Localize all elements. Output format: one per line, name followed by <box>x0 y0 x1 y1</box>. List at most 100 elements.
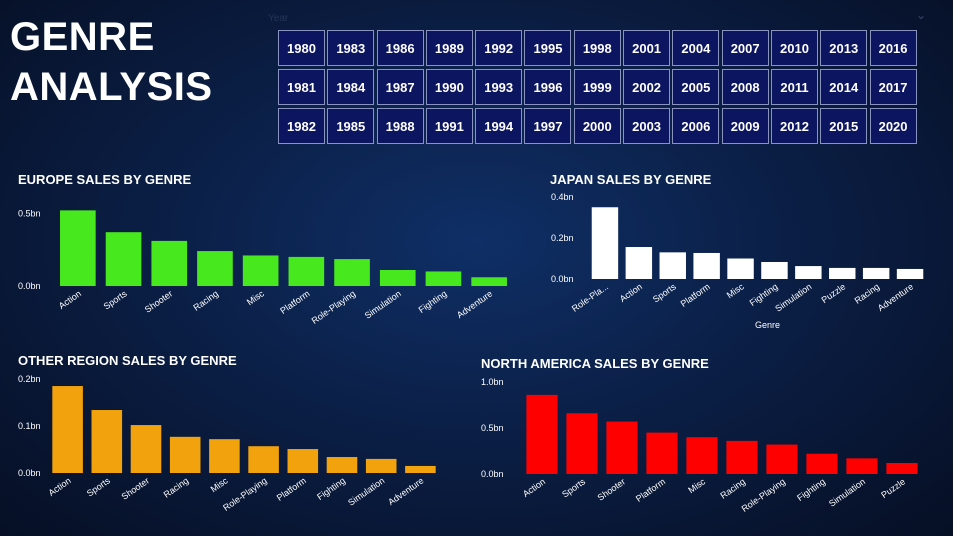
y-tick-label: 0.0bn <box>18 281 41 291</box>
year-button[interactable]: 1993 <box>475 69 523 105</box>
year-button[interactable]: 2015 <box>820 108 868 144</box>
y-tick-label: 0.5bn <box>481 423 504 433</box>
x-tick-label: Sports <box>102 288 129 311</box>
bar <box>806 453 838 474</box>
year-slicer: 1980 1983 1986 1989 1992 1995 1998 2001 2004 2007… <box>278 30 917 144</box>
x-axis-label: Genre <box>755 320 780 330</box>
year-button[interactable]: 1982 <box>278 108 325 144</box>
x-tick-label: Simulation <box>773 281 813 313</box>
year-button[interactable]: 1990 <box>425 69 473 105</box>
year-button[interactable]: 2001 <box>623 30 671 66</box>
year-button[interactable]: 2008 <box>721 69 769 105</box>
year-button[interactable]: 1985 <box>327 108 375 144</box>
bar <box>591 207 619 279</box>
x-tick-label: Platform <box>275 475 308 502</box>
bar <box>169 436 201 473</box>
bar <box>471 277 507 286</box>
x-tick-label: Racing <box>853 281 882 305</box>
year-button[interactable]: 1997 <box>524 108 572 144</box>
year-button[interactable]: 2011 <box>770 69 818 105</box>
bar <box>727 258 754 279</box>
slicer-chevron[interactable]: ⌄ <box>916 8 927 22</box>
bar <box>693 252 720 279</box>
bar <box>209 439 240 473</box>
x-tick-label: Role-Playing <box>310 288 358 325</box>
x-tick-label: Sports <box>560 476 587 499</box>
x-tick-label: Racing <box>718 476 747 500</box>
year-button[interactable]: 2003 <box>623 108 671 144</box>
slicer-label: Year <box>268 13 289 24</box>
year-button[interactable]: 2007 <box>721 30 769 66</box>
year-button[interactable]: 2010 <box>770 30 818 66</box>
chart-title: OTHER REGION SALES BY GENRE <box>18 353 237 368</box>
year-button[interactable]: 1986 <box>376 30 424 66</box>
year-button[interactable]: 1995 <box>524 30 572 66</box>
year-button[interactable]: 1980 <box>278 30 325 66</box>
x-tick-label: Fighting <box>417 288 449 315</box>
bar <box>646 432 678 474</box>
x-tick-label: Racing <box>162 475 191 499</box>
x-tick-label: Role-Playing <box>221 475 269 512</box>
x-tick-label: Shooter <box>596 476 628 502</box>
year-button[interactable]: 2005 <box>672 69 720 105</box>
year-button[interactable]: 1999 <box>573 69 621 105</box>
year-button[interactable]: 1983 <box>327 30 375 66</box>
bar <box>151 240 188 286</box>
x-tick-label: Simulation <box>346 475 386 507</box>
year-button[interactable]: 1992 <box>475 30 523 66</box>
x-tick-label: Racing <box>191 288 220 312</box>
x-tick-label: Sports <box>85 475 112 498</box>
bar <box>829 267 856 279</box>
x-tick-label: Misc <box>686 476 707 495</box>
year-button[interactable]: 2012 <box>770 108 818 144</box>
bar <box>766 444 798 474</box>
year-button[interactable]: 2002 <box>623 69 671 105</box>
year-button[interactable]: 1994 <box>475 108 523 144</box>
year-button[interactable]: 1988 <box>376 108 424 144</box>
x-tick-label: Platform <box>278 288 311 315</box>
bar <box>60 210 96 286</box>
y-tick-label: 0.5bn <box>18 208 41 218</box>
x-tick-label: Role-Pla... <box>570 281 610 313</box>
bar <box>334 259 370 286</box>
x-tick-label: Simulation <box>827 476 867 508</box>
year-button[interactable]: 2006 <box>672 108 720 144</box>
bar <box>686 437 718 474</box>
x-tick-label: Adventure <box>455 288 494 320</box>
x-tick-label: Fighting <box>795 476 827 503</box>
year-button[interactable]: 2020 <box>869 108 917 144</box>
x-tick-label: Platform <box>634 476 667 503</box>
chart-title: EUROPE SALES BY GENRE <box>18 172 191 187</box>
year-button[interactable]: 1987 <box>376 69 424 105</box>
bar <box>886 462 918 474</box>
year-button[interactable]: 1996 <box>524 69 572 105</box>
bar <box>288 256 325 286</box>
x-tick-label: Sports <box>651 281 678 304</box>
year-button[interactable]: 2000 <box>573 108 621 144</box>
y-tick-label: 1.0bn <box>481 377 504 387</box>
bar <box>846 458 878 474</box>
bar <box>862 267 890 279</box>
year-button[interactable]: 2004 <box>672 30 720 66</box>
bar <box>795 266 822 279</box>
year-button[interactable]: 1989 <box>425 30 473 66</box>
bar <box>197 251 233 286</box>
bar <box>365 458 397 473</box>
year-button[interactable]: 1981 <box>278 69 325 105</box>
year-button[interactable]: 1998 <box>573 30 621 66</box>
year-button[interactable]: 2017 <box>869 69 917 105</box>
x-tick-label: Simulation <box>363 288 403 320</box>
year-button[interactable]: 2009 <box>721 108 769 144</box>
bar <box>379 270 416 286</box>
x-tick-label: Role-Playing <box>740 476 788 513</box>
year-button[interactable]: 1991 <box>425 108 473 144</box>
bar <box>566 413 598 474</box>
year-button[interactable]: 2016 <box>869 30 917 66</box>
page-title: GENRE ANALYSIS <box>10 15 213 109</box>
year-button[interactable]: 2014 <box>820 69 868 105</box>
year-button[interactable]: 2013 <box>820 30 868 66</box>
x-tick-label: Adventure <box>386 475 425 507</box>
year-button[interactable]: 1984 <box>327 69 375 105</box>
x-tick-label: Action <box>47 475 73 498</box>
